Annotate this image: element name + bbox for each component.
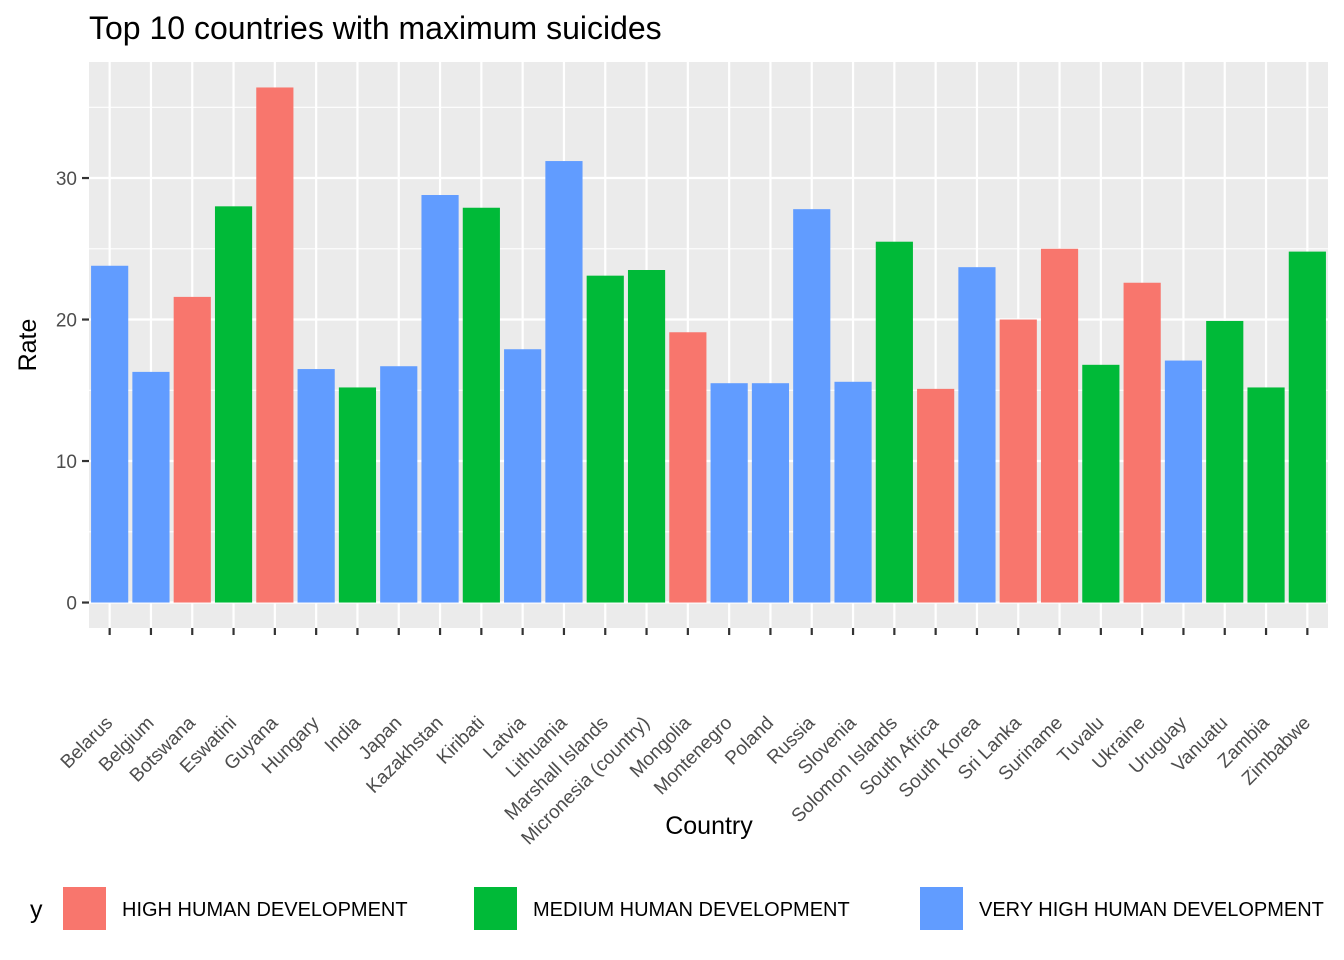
bar-slovenia: [834, 381, 872, 603]
bar-montenegro: [710, 383, 748, 603]
chart-title: Top 10 countries with maximum suicides: [89, 10, 662, 46]
legend-label: MEDIUM HUMAN DEVELOPMENT: [533, 899, 850, 921]
bar-hungary: [297, 369, 335, 603]
bar-zambia: [1247, 387, 1285, 603]
legend-key: [63, 887, 106, 930]
bar-india: [338, 387, 377, 603]
x-tick-label: Kiribati: [433, 713, 489, 769]
y-axis: 0 10 20 30: [56, 169, 89, 615]
bar-poland: [751, 383, 790, 603]
bar-eswatini: [214, 206, 253, 603]
y-tick-label: 20: [56, 311, 77, 332]
bar-marshall-islands: [586, 275, 624, 603]
legend-label: VERY HIGH HUMAN DEVELOPMENT: [979, 899, 1324, 921]
plot-panel: [89, 62, 1328, 628]
bar-suriname: [1040, 248, 1079, 603]
y-tick-label: 30: [56, 169, 77, 190]
bar-mongolia: [669, 332, 707, 603]
bar-kiribati: [462, 207, 500, 603]
bar-ukraine: [1123, 282, 1161, 603]
bar-south-korea: [958, 267, 996, 603]
bars: [91, 87, 1326, 603]
bar-solomon-islands: [875, 241, 913, 603]
bar-vanuatu: [1206, 320, 1244, 603]
bar-russia: [793, 209, 831, 603]
legend-title: y: [30, 896, 43, 924]
bar-zimbabwe: [1288, 251, 1326, 603]
bar-japan: [380, 366, 418, 603]
bar-tuvalu: [1082, 364, 1120, 603]
bar-uruguay: [1164, 360, 1203, 603]
bar-kazakhstan: [421, 195, 459, 603]
bar-south-africa: [917, 388, 955, 603]
bar-sri-lanka: [999, 319, 1037, 603]
bar-botswana: [173, 296, 211, 603]
y-tick-label: 10: [56, 452, 77, 473]
legend-key: [474, 887, 517, 930]
bar-latvia: [504, 349, 542, 603]
legend-label: HIGH HUMAN DEVELOPMENT: [122, 899, 408, 921]
bar-lithuania: [545, 161, 583, 603]
bar-belgium: [132, 371, 170, 603]
y-tick-label: 0: [66, 594, 77, 615]
bar-micronesia-country: [627, 270, 666, 603]
y-axis-title: Rate: [14, 319, 42, 372]
legend-key: [920, 887, 963, 930]
bar-belarus: [91, 265, 129, 603]
x-axis-title: Country: [665, 812, 753, 840]
bar-guyana: [256, 87, 294, 603]
legend: HIGH HUMAN DEVELOPMENT MEDIUM HUMAN DEVEL…: [63, 887, 1324, 930]
